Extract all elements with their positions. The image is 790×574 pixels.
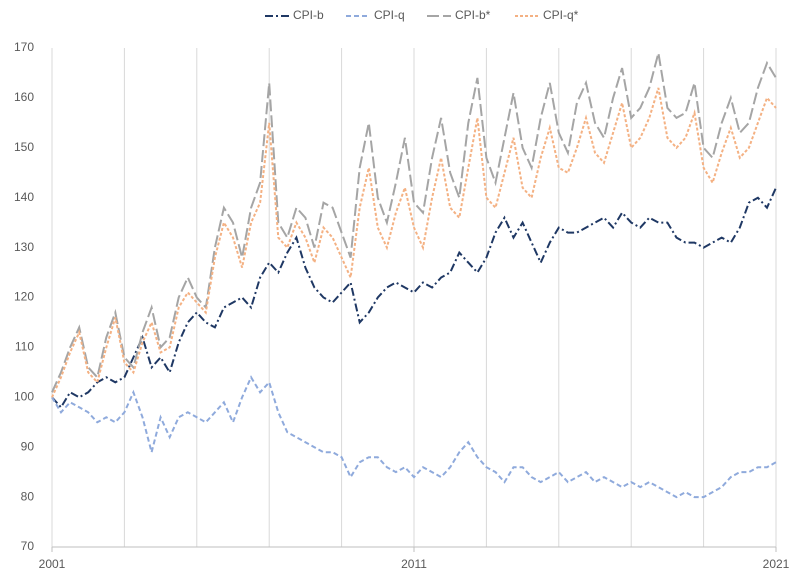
legend-label: CPI-b* (455, 8, 491, 22)
y-tick-label: 120 (14, 290, 34, 304)
y-tick-label: 80 (21, 489, 35, 503)
y-tick-label: 70 (21, 539, 35, 553)
legend-label: CPI-q* (543, 8, 579, 22)
legend-label: CPI-q (374, 8, 405, 22)
x-tick-label: 2021 (763, 557, 790, 571)
series-line (51, 52, 777, 393)
x-tick-label: 2011 (401, 557, 427, 571)
series-line (51, 375, 777, 499)
y-tick-label: 140 (14, 190, 34, 204)
legend-label: CPI-b (293, 8, 324, 22)
y-tick-label: 150 (14, 140, 34, 154)
y-tick-label: 130 (14, 240, 34, 254)
series-line (51, 187, 777, 409)
series-line (51, 87, 777, 398)
y-tick-label: 110 (15, 340, 34, 354)
y-tick-label: 90 (21, 439, 35, 453)
x-tick-label: 2001 (39, 557, 66, 571)
y-tick-label: 170 (14, 40, 34, 54)
y-tick-label: 100 (14, 389, 34, 403)
y-tick-label: 160 (14, 90, 34, 104)
